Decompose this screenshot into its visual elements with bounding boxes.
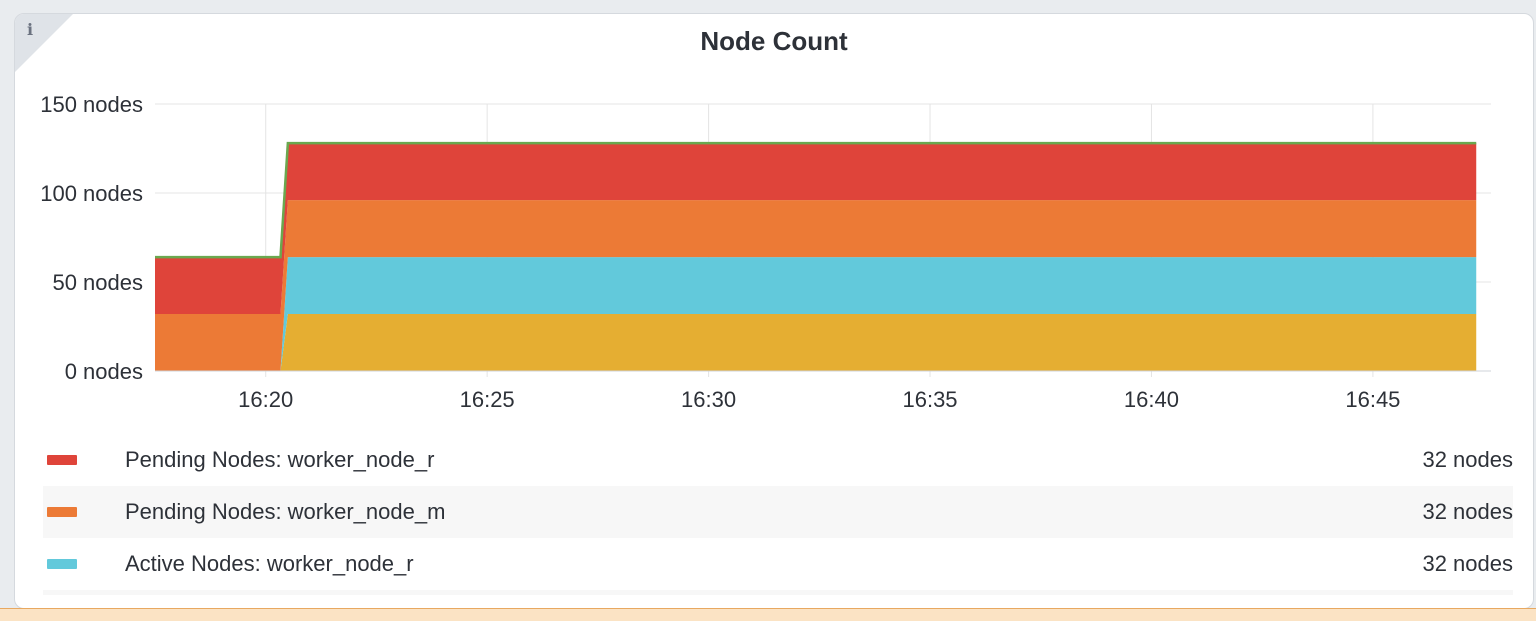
x-tick-label: 16:20: [238, 387, 293, 412]
legend: Pending Nodes: worker_node_r 32 nodes Pend…: [43, 434, 1513, 595]
legend-item[interactable]: Active Nodes: worker_node_m32 nodes: [43, 590, 1513, 595]
x-tick-label: 16:25: [460, 387, 515, 412]
legend-value: 32 nodes: [1422, 499, 1513, 524]
x-tick-label: 16:35: [902, 387, 957, 412]
legend-label: Active Nodes: worker_node_r: [125, 551, 414, 576]
y-tick-label: 0 nodes: [65, 359, 143, 384]
chart-svg: 0 nodes 50 nodes 100 nodes 150 nodes 16:20 16…: [40, 92, 1491, 412]
legend-value: 32 nodes: [1422, 551, 1513, 576]
series-area: [155, 200, 1477, 371]
legend-label: Pending Nodes: worker_node_r: [125, 447, 435, 472]
legend-swatch: [47, 559, 77, 569]
chart-panel: i Node Count 0 nodes 50 nodes 100 nodes 150…: [14, 13, 1534, 609]
y-tick-label: 100 nodes: [40, 181, 143, 206]
chart-title: Node Count: [700, 26, 848, 56]
info-corner[interactable]: [15, 14, 73, 72]
legend-swatch: [47, 507, 77, 517]
bottom-strip: [0, 608, 1536, 621]
x-tick-label: 16:30: [681, 387, 736, 412]
legend-label: Pending Nodes: worker_node_m: [125, 499, 446, 524]
legend-item[interactable]: Pending Nodes: worker_node_r 32 nodes: [43, 434, 1513, 486]
legend-item[interactable]: Active Nodes: worker_node_r 32 nodes: [43, 538, 1513, 590]
y-tick-label: 150 nodes: [40, 92, 143, 117]
legend-item[interactable]: Pending Nodes: worker_node_m 32 nodes: [43, 486, 1513, 538]
legend-value: 32 nodes: [1422, 447, 1513, 472]
x-tick-label: 16:40: [1124, 387, 1179, 412]
x-tick-label: 16:45: [1345, 387, 1400, 412]
series-area: [155, 314, 1477, 371]
series-area: [155, 143, 1477, 315]
y-tick-label: 50 nodes: [52, 270, 143, 295]
series-area: [155, 257, 1477, 371]
total-line: [155, 141, 1477, 259]
legend-swatch: [47, 455, 77, 465]
info-icon[interactable]: i: [27, 20, 34, 39]
